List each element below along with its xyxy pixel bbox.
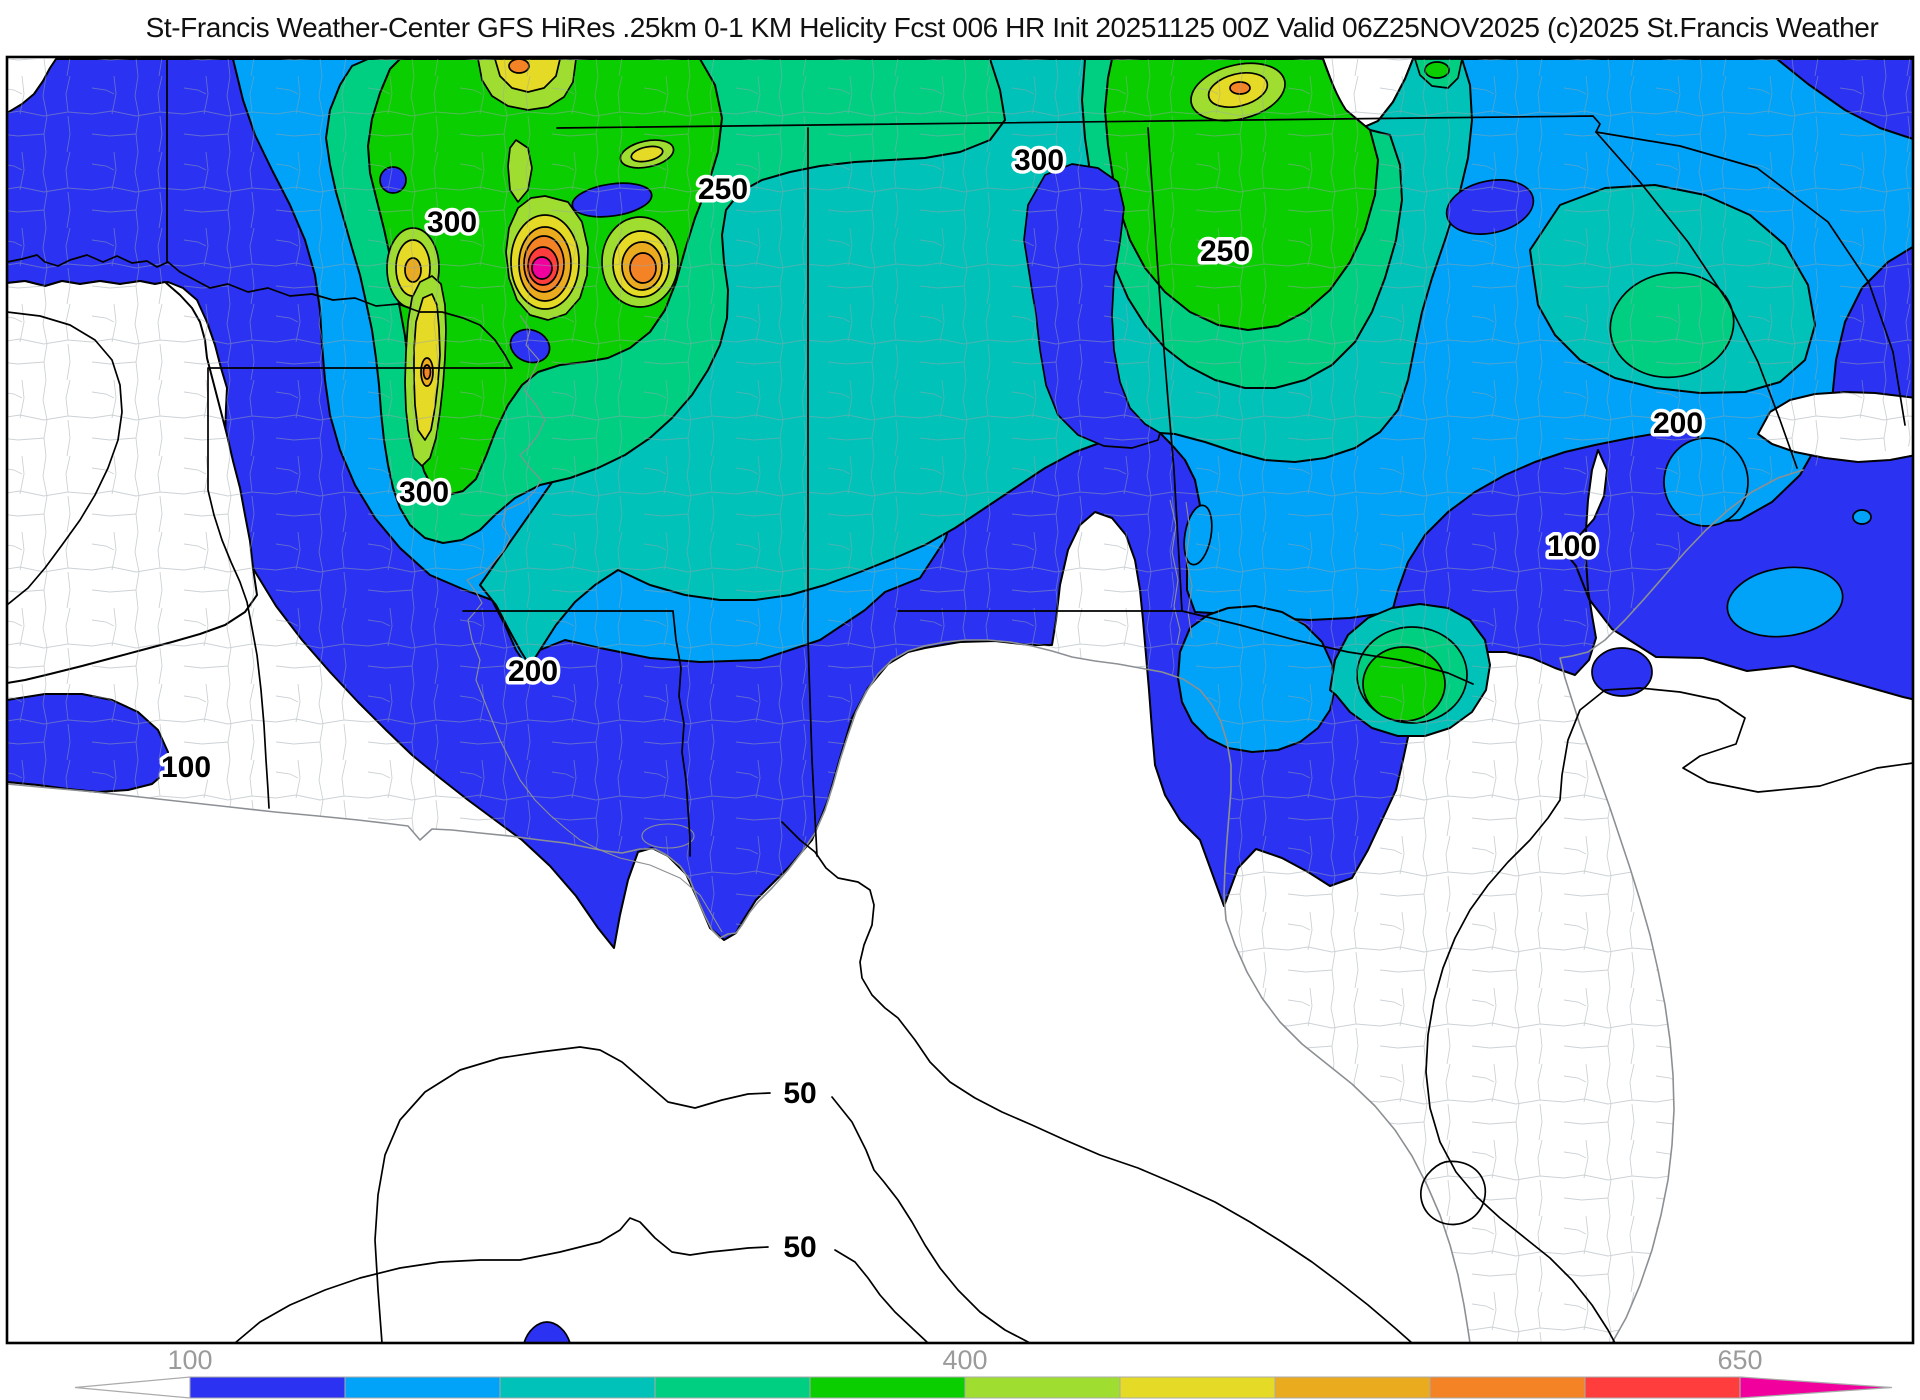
sky-dot-atlantic xyxy=(1852,509,1872,525)
contour-label-300-0: 300 xyxy=(427,206,477,239)
contour-label-250-1: 250 xyxy=(698,173,748,206)
county-mesh xyxy=(7,59,1913,1343)
contour-labels: 300 250 300 250 200 100 300 200 100 50 50 xyxy=(157,141,1706,1268)
contour-eddy-tampa xyxy=(1420,1160,1487,1226)
state-border-red-river xyxy=(7,254,513,369)
colorbar-segments xyxy=(189,1376,1741,1399)
state-border-corner xyxy=(207,367,513,809)
colorbar-tick-100: 100 xyxy=(167,1345,212,1375)
colorbar-segment-9 xyxy=(1584,1376,1741,1399)
contour-label-300-2: 300 xyxy=(1014,144,1064,177)
lake-pontchartrain xyxy=(641,823,695,849)
contour-label-200-7: 200 xyxy=(508,655,558,688)
colorbar-tick-labels: 100 400 650 xyxy=(167,1345,1762,1375)
colorbar-segment-3 xyxy=(654,1376,811,1399)
state-border-tennessee xyxy=(556,115,1601,133)
contour-label-100-5: 100 xyxy=(1547,530,1597,563)
map-body: 300 250 300 250 200 100 300 200 100 50 50 xyxy=(7,57,1913,1343)
contour-50-tx xyxy=(7,311,123,606)
colorbar-segment-2 xyxy=(499,1376,656,1399)
map-frame xyxy=(5,55,1915,1345)
gulf-atlantic-coastline xyxy=(7,639,1471,1343)
mobile-bay xyxy=(1169,499,1193,646)
state-border-ms-al xyxy=(807,127,818,857)
page-title: St-Francis Weather-Center GFS HiRes .25k… xyxy=(146,12,1879,43)
sky-pocket-atlantic xyxy=(1726,566,1844,638)
state-border-pearl-river xyxy=(672,610,691,857)
colorbar-left-arrow xyxy=(74,1376,191,1399)
contour-50-florida-loop xyxy=(1425,687,1913,1343)
atlantic-coastline xyxy=(1559,469,1804,1343)
state-border-al-ga xyxy=(1147,127,1183,612)
royal-pocket-fl xyxy=(1591,647,1653,697)
colorbar: 100 400 650 xyxy=(74,1345,1893,1399)
state-border-fl-ga xyxy=(1181,610,1474,685)
state-border-ga-sc xyxy=(1595,131,1798,469)
colorbar-segment-6 xyxy=(1119,1376,1276,1399)
contour-label-50-9: 50 xyxy=(783,1077,816,1110)
colorbar-segment-5 xyxy=(964,1376,1121,1399)
mississippi-river xyxy=(466,314,723,933)
colorbar-right-arrow xyxy=(1739,1376,1893,1399)
contour-label-100-8: 100 xyxy=(161,751,211,784)
contour-50-gulf-upper xyxy=(374,1046,1031,1343)
contour-label-250-3: 250 xyxy=(1200,235,1250,268)
contour-label-50-10: 50 xyxy=(783,1231,816,1264)
colorbar-segment-8 xyxy=(1429,1376,1586,1399)
colorbar-segment-1 xyxy=(344,1376,501,1399)
contour-50-east-gulf xyxy=(781,821,1413,1343)
colorbar-tick-650: 650 xyxy=(1717,1345,1762,1375)
contour-label-200-4: 200 xyxy=(1653,407,1703,440)
colorbar-segment-7 xyxy=(1274,1376,1431,1399)
contour-label-300-6: 300 xyxy=(399,476,449,509)
royal-bump-bottom xyxy=(523,1321,571,1343)
contour-50-gulf-lower xyxy=(234,1217,929,1343)
state-border-carolinas xyxy=(1595,131,1906,426)
colorbar-segment-4 xyxy=(809,1376,966,1399)
colorbar-segment-0 xyxy=(189,1376,346,1399)
colorbar-tick-400: 400 xyxy=(942,1345,987,1375)
